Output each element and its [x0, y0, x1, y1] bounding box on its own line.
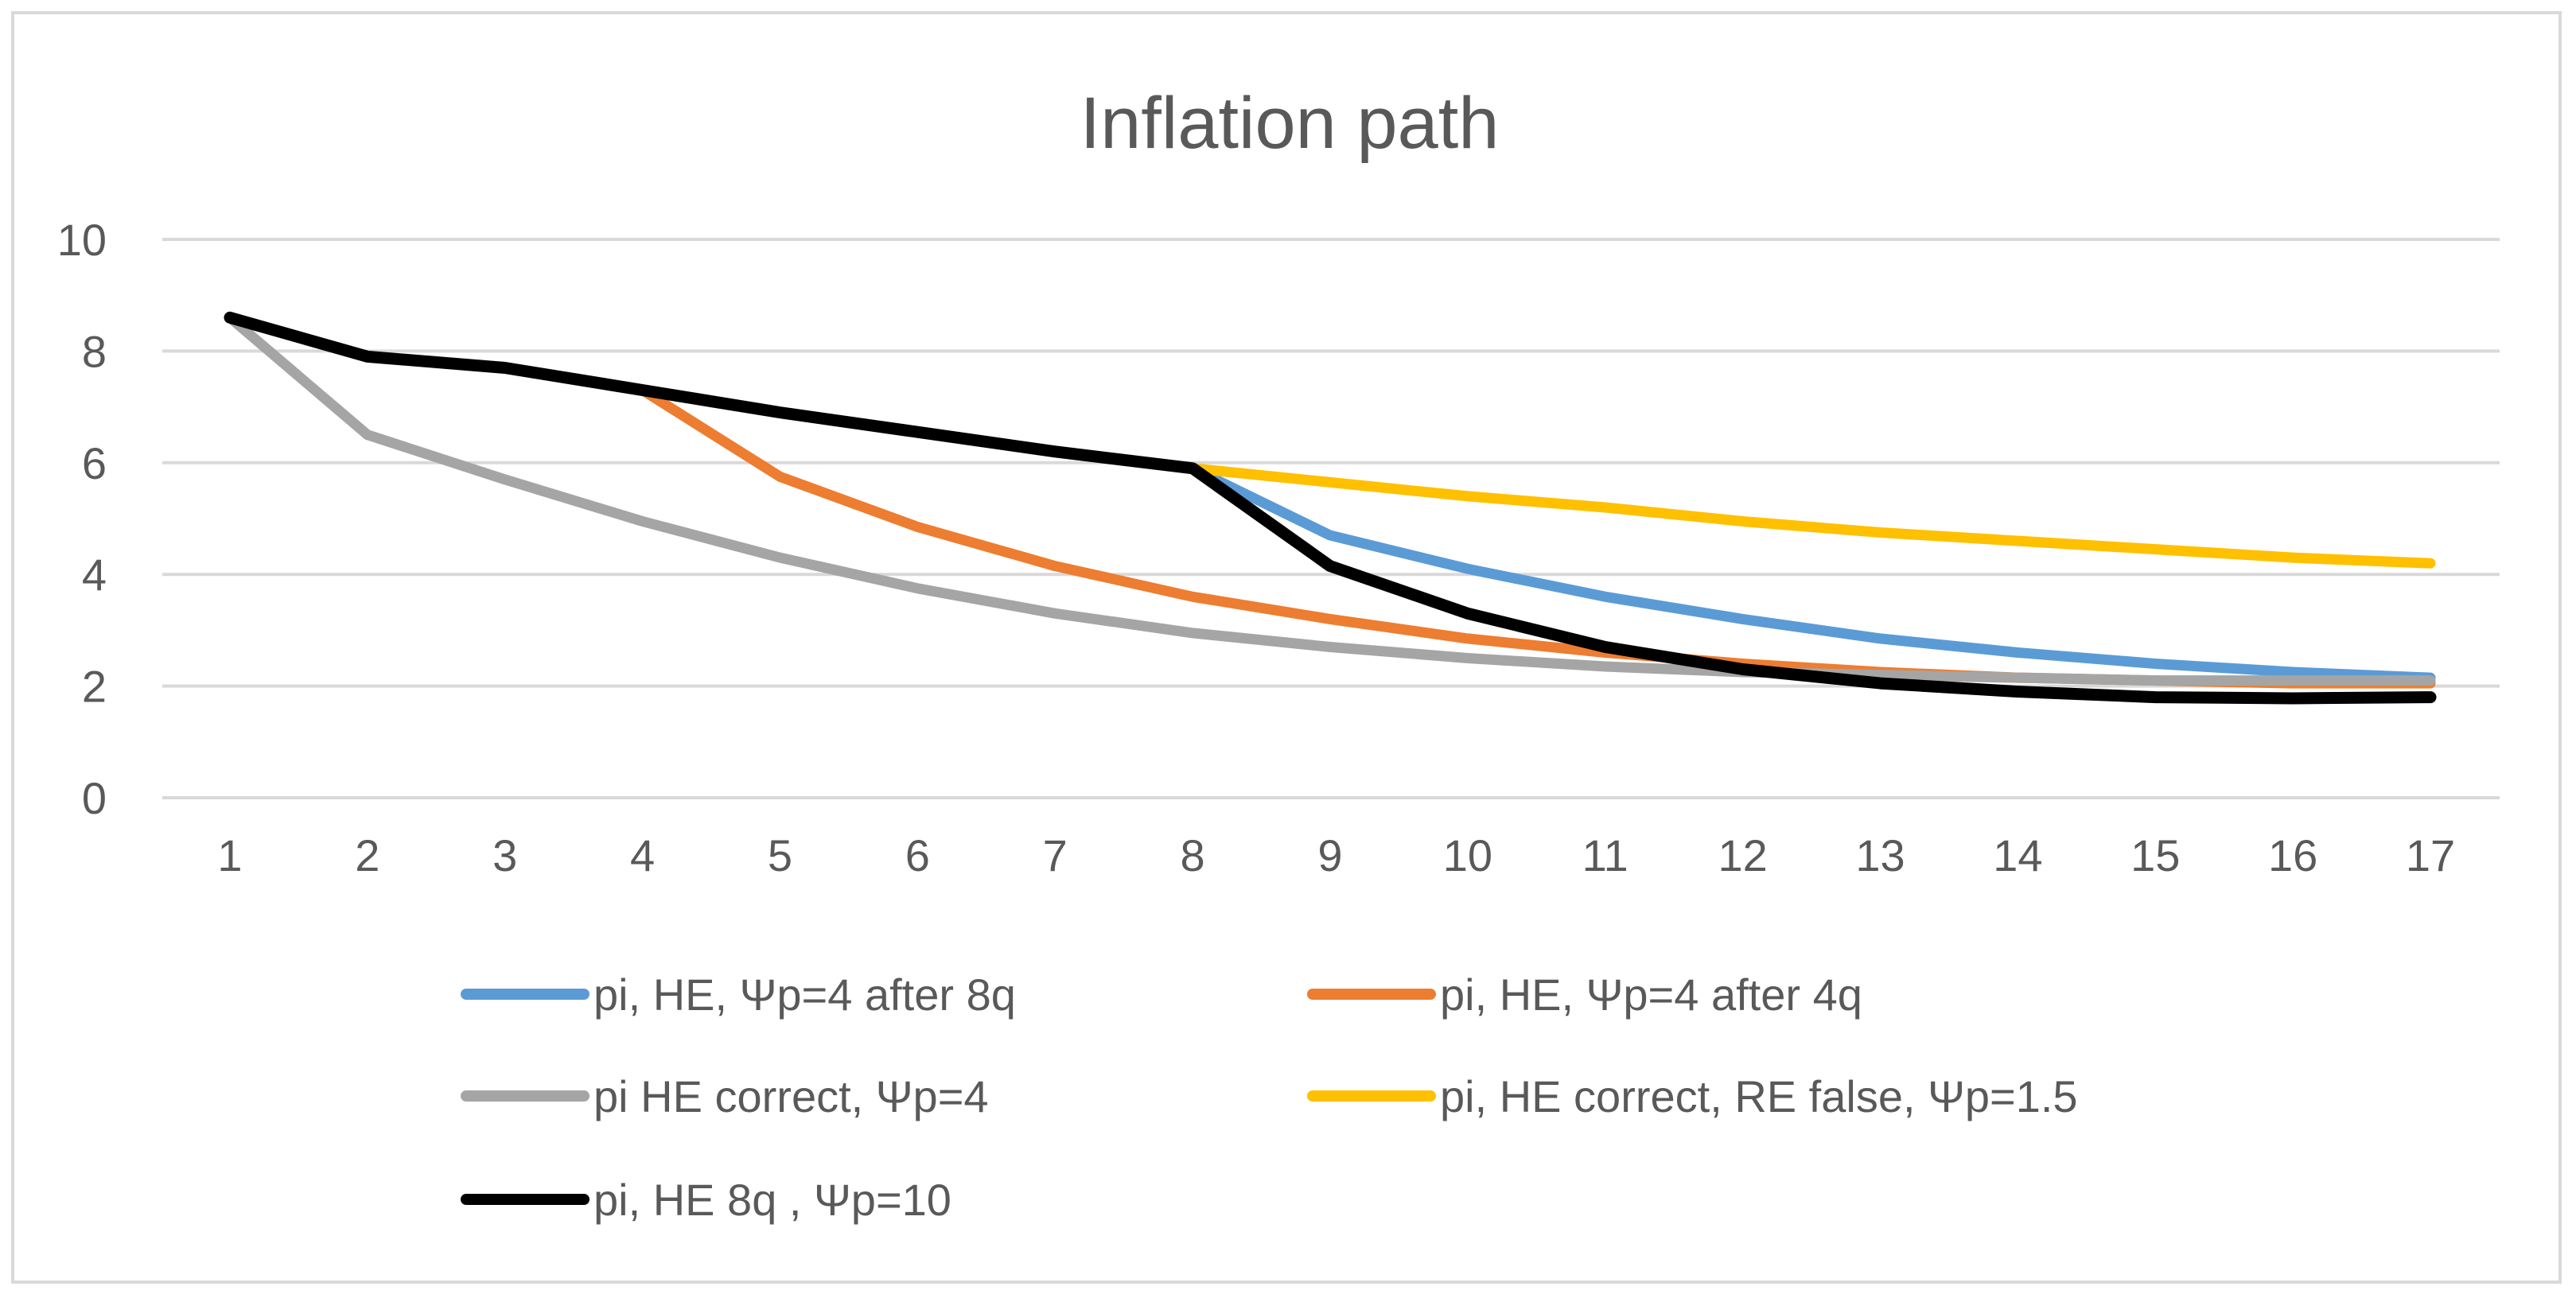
y-axis-ticks: 0 2 4 6 8 10	[57, 215, 107, 823]
y-tick-label: 0	[82, 773, 107, 823]
x-tick-label: 6	[905, 830, 930, 880]
x-tick-label: 11	[1582, 830, 1628, 880]
x-tick-label: 15	[2130, 830, 2180, 880]
x-tick-label: 9	[1317, 830, 1342, 880]
series-line-3	[224, 312, 2436, 569]
x-tick-label: 10	[1443, 830, 1492, 880]
chart-title: Inflation path	[1080, 83, 1500, 164]
y-tick-label: 2	[82, 662, 107, 712]
x-tick-label: 12	[1718, 830, 1767, 880]
legend-label-0: pi, HE, Ψp=4 after 8q	[593, 970, 1016, 1020]
legend-label-3: pi, HE correct, RE false, Ψp=1.5	[1440, 1071, 2078, 1121]
legend-label-1: pi, HE, Ψp=4 after 4q	[1440, 970, 1862, 1020]
series-line-2	[224, 312, 2436, 686]
x-tick-label: 13	[1855, 830, 1905, 880]
x-tick-label: 1	[217, 830, 242, 880]
chart-frame: Inflation path 0 2 4 6 8 10 1 2 3 4 5 6 7 8 9 10 11 12 13…	[11, 11, 2562, 1284]
series-line-4	[224, 311, 2437, 705]
x-tick-label: 4	[630, 830, 655, 880]
y-tick-label: 8	[82, 326, 107, 376]
legend: pi, HE, Ψp=4 after 8q pi, HE, Ψp=4 after …	[461, 970, 2078, 1225]
x-tick-label: 5	[768, 830, 792, 880]
x-tick-label: 8	[1181, 830, 1205, 880]
x-tick-label: 7	[1043, 830, 1068, 880]
x-tick-label: 14	[1993, 830, 2042, 880]
x-tick-label: 17	[2406, 830, 2455, 880]
legend-label-2: pi HE correct, Ψp=4	[593, 1071, 989, 1121]
y-tick-label: 10	[57, 215, 107, 265]
x-axis-ticks: 1 2 3 4 5 6 7 8 9 10 11 12 13 14 15 16 17	[217, 830, 2455, 880]
y-tick-label: 4	[82, 550, 107, 600]
x-tick-label: 2	[355, 830, 379, 880]
y-tick-label: 6	[82, 438, 107, 488]
x-tick-label: 3	[492, 830, 517, 880]
gridlines	[162, 238, 2500, 799]
series-lines	[224, 311, 2437, 705]
x-tick-label: 16	[2268, 830, 2317, 880]
legend-label-4: pi, HE 8q , Ψp=10	[593, 1175, 951, 1225]
